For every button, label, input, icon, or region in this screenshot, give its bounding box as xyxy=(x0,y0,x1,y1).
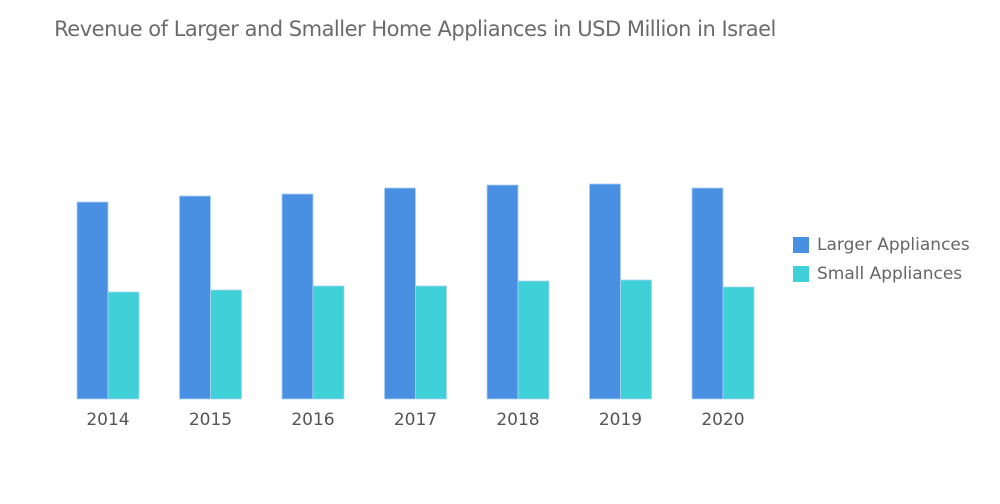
legend: Larger Appliances Small Appliances xyxy=(793,230,970,288)
bar-small-2016 xyxy=(312,285,345,400)
legend-item-larger: Larger Appliances xyxy=(793,230,970,259)
bar-larger-2015 xyxy=(179,195,211,400)
bar-larger-2018 xyxy=(486,184,519,400)
x-tick-label: 2016 xyxy=(291,410,334,430)
x-tick-label: 2018 xyxy=(496,410,539,430)
x-tick-label: 2017 xyxy=(394,410,437,430)
x-tick-label: 2015 xyxy=(189,410,232,430)
bar-small-2018 xyxy=(517,280,550,400)
legend-label: Larger Appliances xyxy=(817,234,970,255)
legend-swatch xyxy=(793,236,809,253)
bar-larger-2014 xyxy=(76,201,109,400)
bar-larger-2020 xyxy=(691,187,724,400)
x-tick-label: 2019 xyxy=(599,410,642,430)
bar-larger-2017 xyxy=(384,187,416,400)
bar-small-2017 xyxy=(415,285,447,400)
bar-small-2014 xyxy=(107,291,140,400)
bar-larger-2016 xyxy=(281,193,314,400)
legend-item-small: Small Appliances xyxy=(793,259,970,288)
bar-larger-2019 xyxy=(589,183,621,400)
bar-small-2019 xyxy=(620,279,652,400)
bar-small-2020 xyxy=(722,286,755,400)
x-tick-label: 2014 xyxy=(86,410,129,430)
chart-title: Revenue of Larger and Smaller Home Appli… xyxy=(54,17,776,41)
legend-label: Small Appliances xyxy=(817,263,963,284)
bar-small-2015 xyxy=(210,289,242,400)
legend-swatch xyxy=(793,265,809,282)
x-tick-label: 2020 xyxy=(701,410,744,430)
